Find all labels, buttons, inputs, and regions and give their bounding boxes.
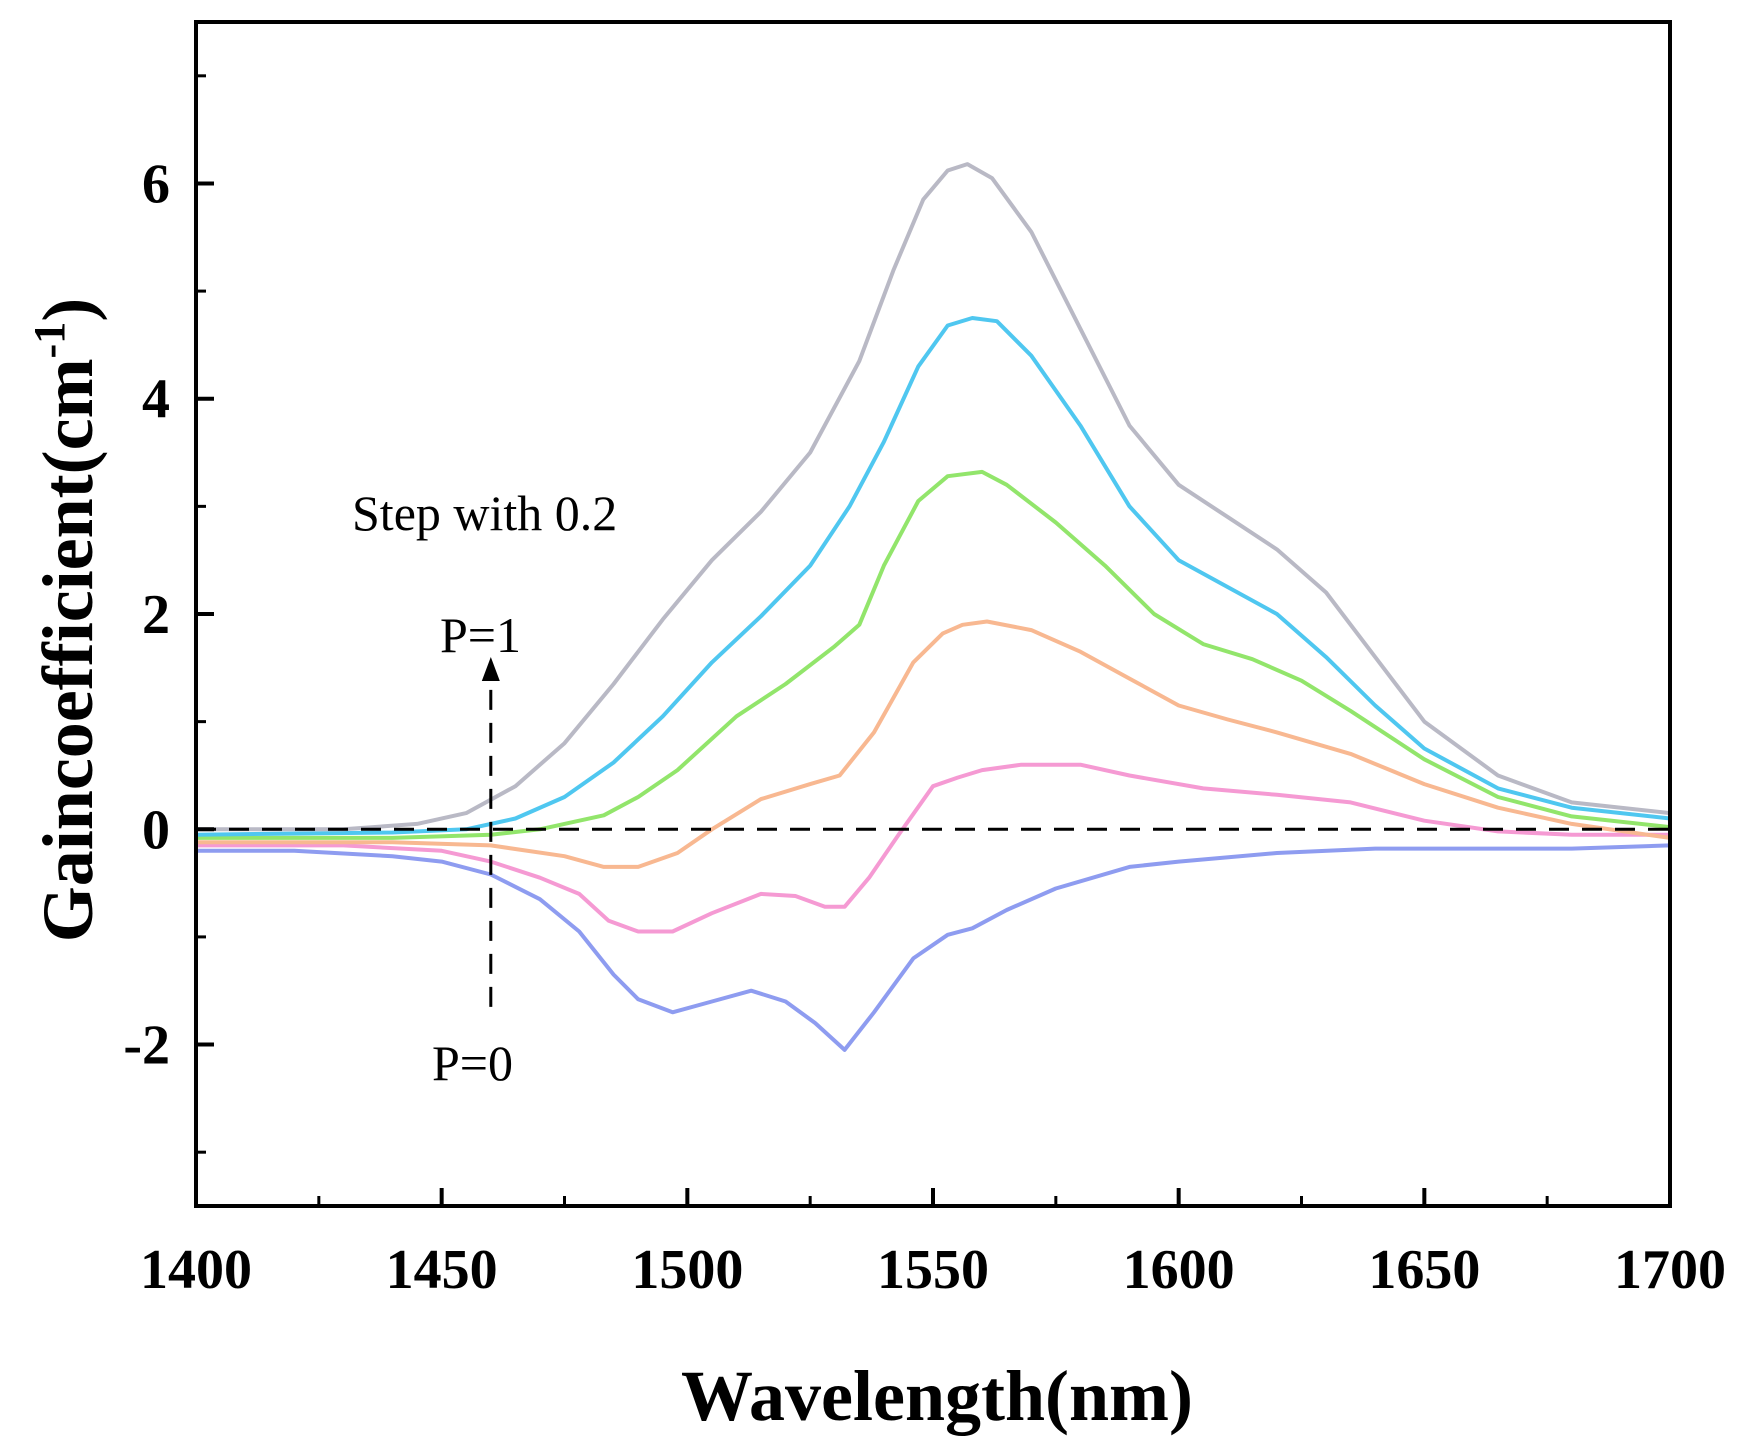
p-top-label: P=1 — [440, 607, 521, 663]
x-tick-label: 1400 — [140, 1239, 252, 1301]
y-tick-label: -2 — [123, 1015, 170, 1077]
x-axis-title: Wavelength(nm) — [681, 1356, 1193, 1436]
series-line-2 — [196, 619, 1671, 869]
tick-layer: 1400 1450 1500 1550 1600 1650 1700 -2 0 2 4 6 — [123, 74, 1726, 1301]
arrow-head — [481, 657, 500, 682]
series-layer — [195, 162, 1671, 1052]
x-tick-label: 1550 — [877, 1239, 989, 1301]
y-axis-title-close: ) — [28, 298, 108, 322]
y-tick-label: 2 — [142, 584, 170, 646]
step-annotation: Step with 0.2 — [352, 485, 617, 541]
x-tick-label: 1600 — [1123, 1239, 1235, 1301]
y-tick-label: 6 — [142, 153, 170, 215]
x-axis-title-text: Wavelength(nm) — [681, 1356, 1193, 1436]
x-tick-label: 1700 — [1614, 1239, 1726, 1301]
series-line-4 — [195, 316, 1671, 837]
series-line-5 — [196, 162, 1671, 832]
x-tick-label: 1500 — [631, 1239, 743, 1301]
series-line-3 — [196, 469, 1671, 840]
annotation-layer: Step with 0.2 P=1 P=0 — [352, 485, 617, 1091]
y-axis-title: Gaincoefficient(cm-1) — [25, 298, 108, 942]
x-tick-label: 1650 — [1368, 1239, 1480, 1301]
y-axis-title-text: Gaincoefficient(cm — [28, 358, 108, 942]
y-axis-title-sup: -1 — [25, 322, 74, 359]
p-bottom-label: P=0 — [432, 1035, 513, 1091]
y-tick-label: 4 — [142, 369, 170, 431]
x-tick-label: 1450 — [386, 1239, 498, 1301]
series-line-1 — [196, 762, 1670, 934]
y-tick-label: 0 — [142, 799, 170, 861]
series-line-0 — [196, 843, 1671, 1052]
plot-frame — [194, 20, 1672, 1208]
